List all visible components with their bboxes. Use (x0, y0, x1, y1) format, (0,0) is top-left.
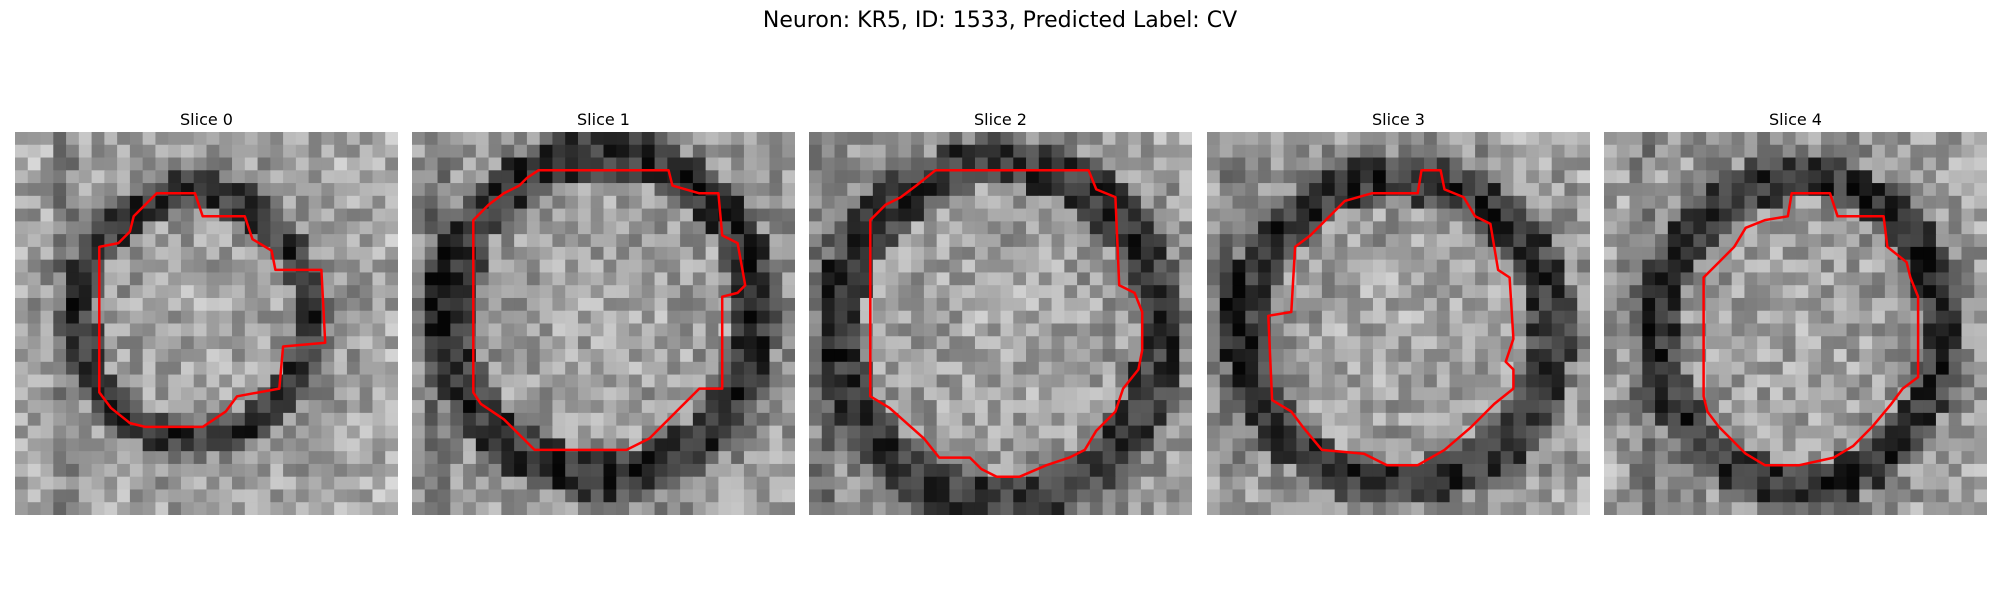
slice-image-4 (1604, 132, 1987, 515)
slice-title-3: Slice 3 (1372, 110, 1425, 129)
pixel-grid (412, 132, 795, 515)
slice-title-1: Slice 1 (577, 110, 630, 129)
pixel-grid (1207, 132, 1590, 515)
pixel-grid (1604, 132, 1987, 515)
slice-image-3 (1207, 132, 1590, 515)
neuron-contour (1267, 169, 1515, 467)
slice-panel-2: Slice 2 (809, 108, 1192, 515)
slice-image-2 (809, 132, 1192, 515)
slice-title-2: Slice 2 (974, 110, 1027, 129)
slice-title-4: Slice 4 (1769, 110, 1822, 129)
slice-image-1 (412, 132, 795, 515)
pixel-grid (15, 132, 398, 515)
slice-panel-0: Slice 0 (15, 108, 398, 515)
slice-panel-3: Slice 3 (1207, 108, 1590, 515)
figure-title: Neuron: KR5, ID: 1533, Predicted Label: … (762, 8, 1238, 33)
neuron-contour (869, 169, 1144, 478)
pixel-grid (809, 132, 1192, 515)
slice-panel-1: Slice 1 (412, 108, 795, 515)
slice-panel-4: Slice 4 (1604, 108, 1987, 515)
neuron-contour (1702, 192, 1920, 467)
slice-image-0 (15, 132, 398, 515)
neuron-contour (472, 169, 747, 452)
slice-title-0: Slice 0 (180, 110, 233, 129)
neuron-contour (98, 192, 327, 429)
